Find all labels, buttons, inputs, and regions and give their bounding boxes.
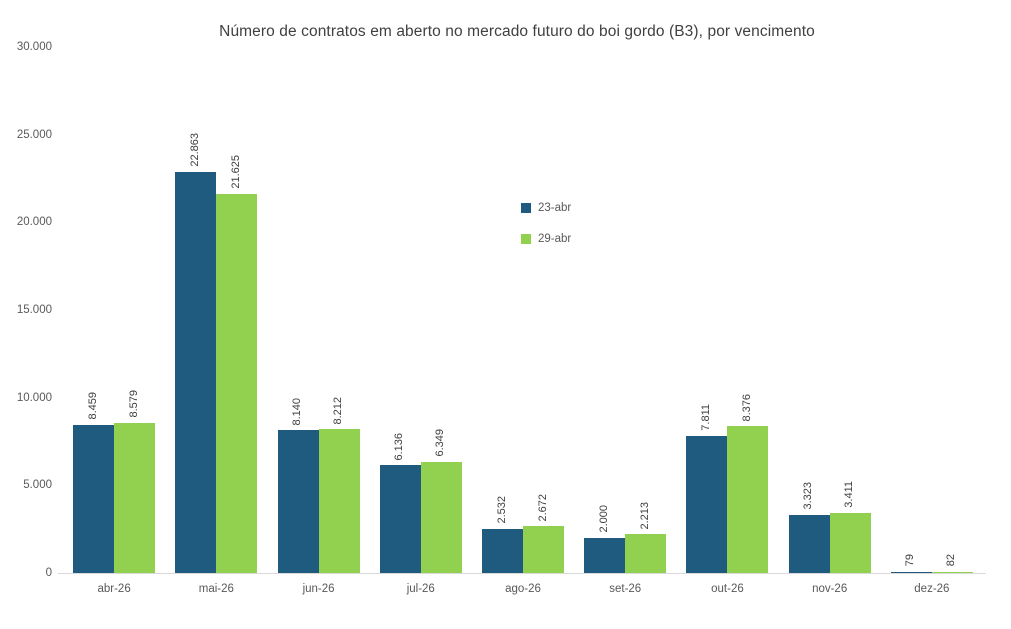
y-tick-label: 0 bbox=[45, 567, 52, 579]
bar-value-label: 21.625 bbox=[229, 155, 242, 189]
bar-value-label: 2.000 bbox=[597, 505, 610, 533]
bar-value-label: 6.349 bbox=[434, 429, 447, 457]
bar-value-label: 79 bbox=[904, 554, 917, 567]
x-axis-line bbox=[58, 573, 986, 574]
bar-value-label: 3.411 bbox=[843, 481, 856, 509]
bar-29-abr-set-26 bbox=[625, 534, 667, 573]
bar-23-abr-jun-26 bbox=[277, 430, 319, 573]
y-tick-label: 15.000 bbox=[16, 304, 52, 316]
bar-23-abr-abr-26 bbox=[73, 424, 115, 573]
bar-value-label: 2.532 bbox=[495, 496, 508, 524]
y-tick-label: 10.000 bbox=[16, 391, 52, 404]
bar-value-label: 2.672 bbox=[536, 493, 549, 522]
bar-value-label: 8.140 bbox=[291, 397, 304, 426]
bar-23-abr-ago-26 bbox=[482, 528, 523, 573]
y-tick-label: 20.000 bbox=[16, 216, 52, 229]
x-tick-label: dez-26 bbox=[914, 583, 950, 595]
bar-value-label: 82 bbox=[945, 554, 958, 567]
x-tick-label: nov-26 bbox=[812, 583, 848, 595]
x-tick-label: ago-26 bbox=[505, 583, 541, 595]
legend-swatch-icon bbox=[521, 233, 531, 244]
bar-value-label: 8.459 bbox=[86, 392, 99, 420]
bar-29-abr-jun-26 bbox=[318, 429, 360, 573]
legend-label: 29-abr bbox=[538, 232, 572, 245]
bar-29-abr-abr-26 bbox=[114, 422, 156, 573]
bar-23-abr-dez-26 bbox=[890, 571, 932, 573]
x-tick-label: out-26 bbox=[711, 583, 744, 595]
legend-item-23-abr: 23-abr bbox=[521, 200, 571, 215]
bar-23-abr-out-26 bbox=[686, 436, 728, 573]
bar-29-abr-ago-26 bbox=[523, 526, 564, 573]
x-tick-label: jun-26 bbox=[302, 583, 335, 595]
bar-value-label: 22.863 bbox=[188, 133, 201, 168]
x-tick-label: set-26 bbox=[609, 583, 642, 595]
bar-29-abr-jul-26 bbox=[420, 461, 462, 573]
bar-value-label: 3.323 bbox=[802, 482, 815, 510]
bar-value-label: 8.212 bbox=[332, 396, 345, 425]
bar-value-label: 8.376 bbox=[740, 393, 753, 422]
x-tick-label: abr-26 bbox=[97, 583, 131, 595]
y-tick-label: 30.000 bbox=[16, 41, 52, 53]
bar-29-abr-nov-26 bbox=[829, 513, 871, 573]
chart-title: Número de contratos em aberto no mercado… bbox=[219, 23, 815, 40]
bar-29-abr-out-26 bbox=[727, 426, 769, 573]
bar-23-abr-nov-26 bbox=[788, 514, 830, 573]
bar-value-label: 7.811 bbox=[699, 404, 712, 432]
bar-value-label: 8.579 bbox=[127, 390, 140, 418]
bar-29-abr-dez-26 bbox=[931, 571, 973, 573]
bar-23-abr-set-26 bbox=[584, 537, 626, 573]
legend-item-29-abr: 29-abr bbox=[521, 231, 571, 246]
legend-swatch-icon bbox=[521, 202, 531, 213]
bar-value-label: 6.136 bbox=[393, 432, 406, 461]
y-tick-label: 5.000 bbox=[23, 479, 52, 492]
bar-29-abr-mai-26 bbox=[216, 193, 258, 573]
bar-value-label: 2.213 bbox=[638, 501, 651, 530]
legend: 23-abr 29-abr bbox=[521, 200, 571, 262]
bar-23-abr-mai-26 bbox=[175, 172, 217, 573]
x-tick-label: jul-26 bbox=[406, 583, 435, 595]
bar-23-abr-jul-26 bbox=[379, 465, 421, 573]
x-tick-label: mai-26 bbox=[198, 583, 234, 595]
y-tick-label: 25.000 bbox=[16, 128, 52, 141]
legend-label: 23-abr bbox=[538, 201, 572, 214]
